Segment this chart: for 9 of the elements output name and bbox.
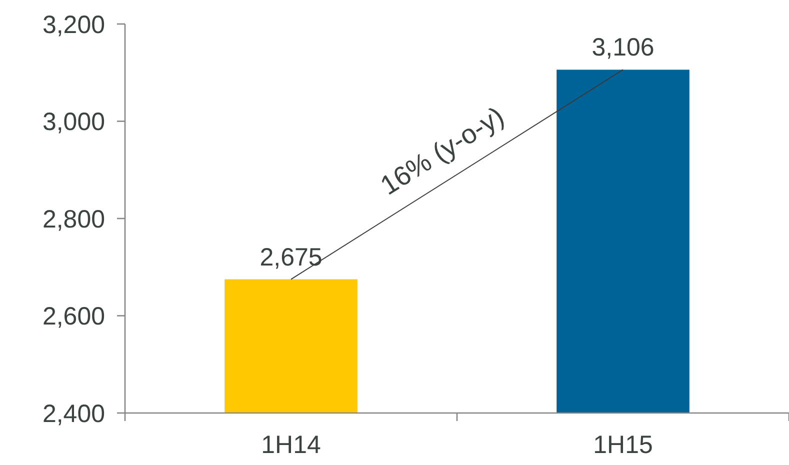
data-label: 3,106 — [592, 34, 654, 62]
x-tick-label: 1H15 — [593, 431, 653, 459]
y-tick-label: 2,800 — [42, 205, 105, 234]
y-tick-label: 2,600 — [42, 302, 105, 330]
y-tick-label: 3,200 — [42, 10, 105, 39]
data-label: 2,675 — [260, 243, 322, 272]
y-tick-label: 3,000 — [42, 108, 105, 136]
y-tick-label: 2,400 — [42, 400, 105, 428]
x-tick-label: 1H14 — [261, 431, 321, 459]
